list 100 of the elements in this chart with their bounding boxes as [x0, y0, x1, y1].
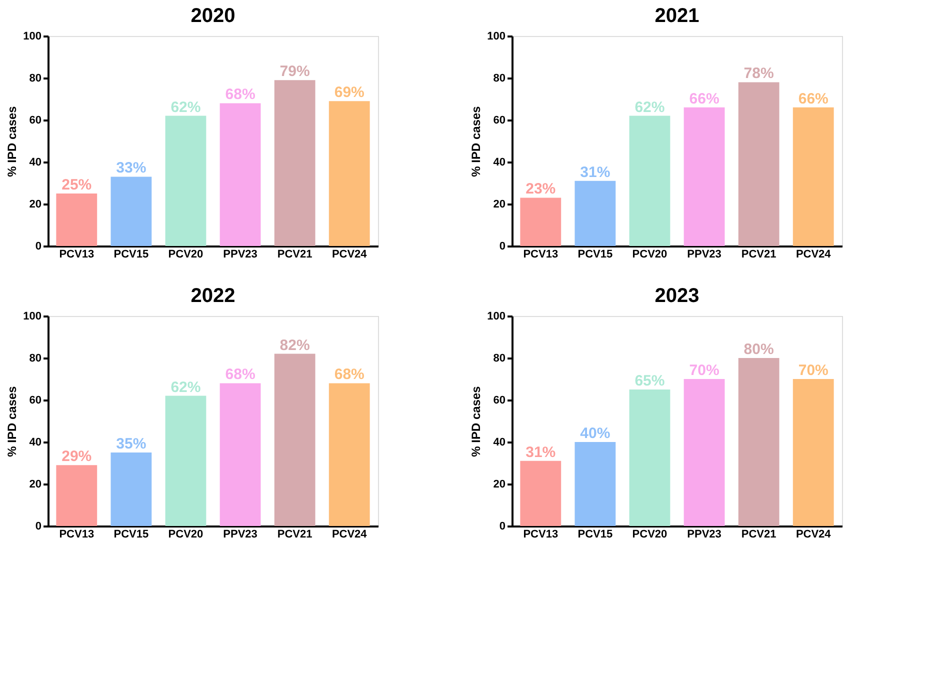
bar — [792, 379, 834, 526]
data-label: 70% — [689, 362, 720, 379]
data-label: 35% — [116, 436, 146, 452]
data-label: 40% — [580, 425, 610, 442]
x-tick-label: PCV24 — [332, 248, 368, 260]
bar — [220, 103, 261, 246]
y-tick-label: 40 — [29, 436, 42, 448]
bar — [574, 180, 616, 246]
x-tick-label: PCV15 — [114, 528, 149, 540]
y-axis-title: % IPD cases — [5, 386, 20, 457]
bar — [165, 396, 206, 526]
y-axis-title: % IPD cases — [469, 106, 484, 177]
data-label: 62% — [634, 98, 665, 116]
bar — [684, 107, 725, 246]
data-label: 25% — [62, 176, 92, 194]
bar — [328, 101, 370, 246]
x-tick-label: PPV23 — [687, 248, 722, 260]
chart-title: 2020 — [190, 5, 236, 27]
data-label: 65% — [634, 372, 665, 390]
bar — [684, 379, 725, 526]
bar — [274, 80, 316, 246]
chart-title: 2023 — [654, 285, 700, 307]
x-tick-label: PCV21 — [277, 528, 312, 540]
bar — [738, 82, 780, 246]
y-tick-label: 0 — [499, 520, 506, 532]
x-tick-label: PCV24 — [796, 248, 832, 260]
y-tick-label: 100 — [487, 30, 506, 42]
data-label: 33% — [116, 160, 146, 177]
y-tick-label: 60 — [29, 114, 42, 126]
x-tick-label: PCV24 — [332, 528, 368, 540]
bar — [328, 383, 370, 526]
bar — [110, 176, 152, 246]
y-tick-label: 40 — [29, 156, 42, 168]
x-tick-label: PCV13 — [523, 528, 558, 540]
data-label: 78% — [744, 65, 774, 82]
data-label: 79% — [280, 63, 310, 80]
x-tick-label: PCV13 — [523, 248, 558, 260]
x-tick-label: PCV20 — [168, 248, 204, 260]
y-tick-label: 80 — [493, 352, 506, 364]
data-label: 23% — [526, 180, 556, 198]
data-label: 29% — [62, 448, 92, 466]
y-tick-label: 60 — [29, 394, 42, 406]
bar — [220, 383, 261, 526]
y-tick-label: 20 — [493, 478, 506, 490]
y-tick-label: 80 — [493, 72, 506, 84]
x-tick-label: PPV23 — [223, 248, 258, 260]
x-tick-label: PPV23 — [223, 528, 258, 540]
data-label: 68% — [225, 366, 256, 384]
y-tick-label: 40 — [493, 156, 506, 168]
data-label: 31% — [580, 164, 610, 181]
bar — [165, 116, 206, 246]
y-axis-title: % IPD cases — [469, 386, 484, 457]
bar — [110, 452, 152, 526]
data-label: 31% — [526, 444, 556, 461]
bar — [574, 442, 616, 526]
y-tick-label: 40 — [493, 436, 506, 448]
bar — [629, 390, 670, 526]
x-tick-label: PCV15 — [578, 528, 613, 540]
x-tick-label: PCV21 — [741, 248, 776, 260]
y-tick-label: 20 — [493, 198, 506, 210]
chart-title: 2021 — [654, 5, 700, 27]
data-label: 66% — [798, 90, 828, 108]
x-tick-label: PCV13 — [59, 248, 94, 260]
x-tick-label: PCV21 — [741, 528, 776, 540]
bar — [629, 116, 670, 246]
y-tick-label: 20 — [29, 478, 42, 490]
bar — [792, 107, 834, 246]
x-tick-label: PPV23 — [687, 528, 722, 540]
x-tick-label: PCV15 — [578, 248, 613, 260]
bar — [56, 465, 98, 526]
data-label: 70% — [798, 362, 828, 379]
x-tick-label: PCV15 — [114, 248, 149, 260]
bar — [738, 358, 780, 526]
x-tick-label: PCV20 — [632, 248, 668, 260]
chart-title: 2022 — [190, 285, 236, 307]
data-label: 82% — [280, 336, 310, 354]
bar — [274, 354, 316, 526]
y-tick-label: 0 — [35, 240, 42, 252]
data-label: 62% — [170, 378, 201, 396]
x-tick-label: PCV20 — [632, 528, 668, 540]
y-axis-title: % IPD cases — [5, 106, 20, 177]
y-tick-label: 100 — [23, 30, 42, 42]
y-tick-label: 60 — [493, 114, 506, 126]
y-tick-label: 100 — [487, 310, 506, 322]
x-tick-label: PCV13 — [59, 528, 94, 540]
y-tick-label: 0 — [499, 240, 506, 252]
y-tick-label: 0 — [35, 520, 42, 532]
bar — [520, 460, 562, 526]
data-label: 68% — [225, 86, 256, 104]
y-tick-label: 80 — [29, 72, 42, 84]
data-label: 66% — [689, 90, 720, 108]
bar — [56, 194, 98, 246]
y-tick-label: 60 — [493, 394, 506, 406]
x-tick-label: PCV21 — [277, 248, 312, 260]
bar — [520, 198, 562, 246]
y-tick-label: 100 — [23, 310, 42, 322]
data-label: 62% — [170, 98, 201, 116]
y-tick-label: 80 — [29, 352, 42, 364]
x-tick-label: PCV24 — [796, 528, 832, 540]
x-tick-label: PCV20 — [168, 528, 204, 540]
